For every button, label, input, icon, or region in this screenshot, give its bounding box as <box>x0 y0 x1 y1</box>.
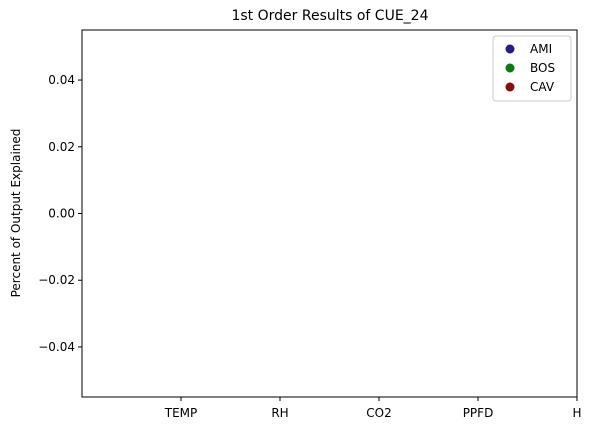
y-axis: −0.04 −0.02 0.00 0.02 0.04 <box>38 73 82 354</box>
y-tick-label: 0.00 <box>48 207 75 221</box>
y-tick-label: −0.02 <box>38 273 75 287</box>
y-axis-label: Percent of Output Explained <box>9 129 23 298</box>
legend-marker <box>505 63 515 73</box>
legend-label: BOS <box>530 61 555 75</box>
x-tick-label: RH <box>271 406 288 420</box>
x-tick-label: CO2 <box>366 406 391 420</box>
legend: AMI BOS CAV <box>492 35 572 102</box>
legend-marker <box>505 44 515 54</box>
x-axis: TEMP RH CO2 PPFD H <box>164 397 582 420</box>
y-tick-label: 0.04 <box>48 73 75 87</box>
x-tick-label: TEMP <box>164 406 198 420</box>
x-tick-label: H <box>572 406 581 420</box>
y-tick-label: 0.02 <box>48 140 75 154</box>
legend-label: AMI <box>530 42 552 56</box>
chart-title: 1st Order Results of CUE_24 <box>231 8 428 24</box>
y-tick-label: −0.04 <box>38 340 75 354</box>
legend-label: CAV <box>530 80 555 94</box>
legend-marker <box>505 82 515 92</box>
x-tick-label: PPFD <box>463 406 494 420</box>
